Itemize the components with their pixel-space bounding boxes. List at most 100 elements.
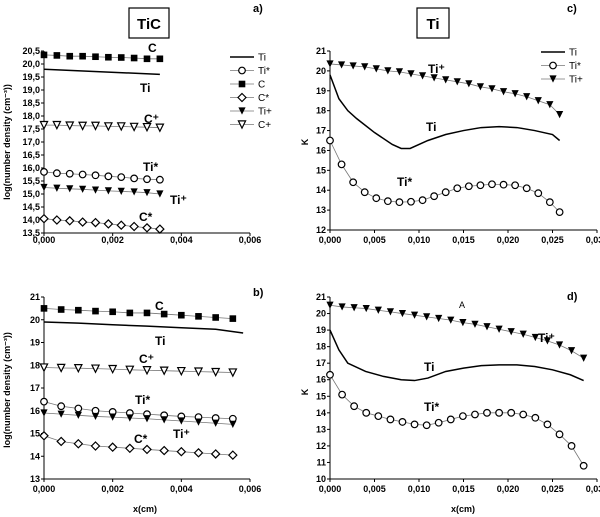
- data-point-tistar-c: [511, 181, 520, 190]
- legend-marker-c-a: [238, 80, 246, 88]
- data-point-c-b: [212, 314, 219, 321]
- series-fit-tiplus-c: [329, 63, 560, 115]
- ti-header-box: [416, 7, 450, 39]
- y-tick-label-a: 16,5: [22, 150, 40, 160]
- y-tick-label-d: 12: [316, 441, 326, 451]
- annotation-a-cplus: C⁺: [144, 112, 159, 126]
- data-point-tiplus-d: [531, 333, 539, 342]
- data-point-tiplus-d: [326, 301, 334, 309]
- y-tick-label-d: 20: [316, 309, 326, 319]
- data-point-tiplus-b: [109, 413, 117, 421]
- data-point-cplus-a: [129, 122, 139, 132]
- annotation-d-a: A: [459, 300, 465, 310]
- data-point-cplus-a: [103, 122, 113, 132]
- data-point-tiplus-a: [91, 186, 100, 194]
- annotation-b-cstar: C*: [134, 432, 148, 446]
- legend-marker-tistar-c: [549, 61, 557, 70]
- y-tick-label-a: 17,5: [22, 124, 40, 134]
- data-point-tistar-d: [495, 408, 504, 417]
- data-point-tiplus-d: [483, 323, 491, 331]
- legend-label-ti-c: Ti: [569, 48, 577, 59]
- y-tick-label-b: 18: [30, 360, 40, 370]
- y-axis-label-b: log(number density (cm⁻³)): [2, 332, 12, 448]
- annotation-a-tiplus: Ti⁺: [170, 193, 187, 207]
- y-tick-label-a: 15,0: [22, 189, 40, 199]
- data-point-tistar-a: [143, 175, 151, 184]
- data-point-cstar-b: [56, 436, 67, 447]
- annotation-b-cplus: C⁺: [139, 352, 154, 366]
- data-point-tistar-c: [488, 180, 496, 189]
- data-point-cplus-a: [52, 120, 62, 131]
- data-point-tiplus-d: [362, 304, 370, 313]
- legend-label-tistar-c: Ti*: [569, 61, 581, 72]
- legend-label-tiplus-c: Ti+: [569, 75, 583, 86]
- data-point-c-b: [40, 305, 48, 312]
- data-point-cstar-a: [155, 224, 165, 234]
- data-point-tistar-d: [458, 412, 467, 421]
- annotation-d-ti: Ti: [424, 360, 434, 374]
- data-point-cstar-b: [193, 447, 204, 458]
- data-point-tistar-d: [483, 408, 491, 417]
- data-point-c-b: [75, 306, 82, 314]
- chart-panel-a: 13,5 14,0 14,5 15,0 15,5 16,0 16,5 17,0 17,5 18,0…: [22, 46, 271, 245]
- x-axis-label-b: x(cm): [133, 504, 157, 514]
- series-line-ti-a: [43, 68, 160, 76]
- data-point-cplus-b: [56, 363, 66, 373]
- data-point-tiplus-a: [53, 184, 61, 192]
- y-tick-label-b: 20: [30, 315, 40, 325]
- data-point-cstar-b: [227, 450, 238, 460]
- data-point-tistar-c: [464, 182, 473, 191]
- data-point-c-b: [126, 309, 134, 317]
- y-tick-label-a: 17,0: [22, 137, 40, 147]
- series-line-ti-c: [329, 74, 561, 150]
- data-point-tiplus-d: [495, 325, 503, 333]
- x-tick-label-b: 0,006: [239, 484, 262, 494]
- data-point-cstar-a: [39, 213, 49, 224]
- chart-panel-b: 13 14 15 16 17 18 19 20 21 0,000 0,002 0,004 0,006: [30, 292, 261, 494]
- data-point-tistar-c: [534, 189, 543, 198]
- series-fit-tiplus-d: [329, 304, 584, 359]
- data-point-tistar-c: [349, 178, 358, 187]
- annotation-b-ti: Ti: [155, 334, 165, 348]
- annotation-b-tistar: Ti*: [135, 393, 150, 407]
- data-point-cstar-a: [77, 217, 88, 227]
- data-point-tistar-c: [522, 184, 531, 193]
- data-point-tiplus-c: [326, 60, 334, 68]
- x-tick-label-a: 0,004: [170, 235, 193, 245]
- data-point-cstar-a: [52, 215, 62, 225]
- data-point-tiplus-d: [543, 337, 552, 345]
- data-point-tistar-d: [543, 420, 552, 429]
- y-tick-label-c: 14: [316, 185, 326, 195]
- data-point-tiplus-c: [430, 74, 438, 82]
- data-point-tistar-d: [362, 408, 371, 417]
- series-fit-cstar-a: [43, 218, 160, 230]
- series-fit-cplus-b: [43, 367, 233, 373]
- data-point-tiplus-a: [66, 185, 74, 193]
- data-point-tiplus-d: [423, 313, 431, 321]
- data-point-tiplus-b: [91, 412, 100, 421]
- data-point-tiplus-b: [126, 414, 134, 422]
- data-point-c-b: [143, 309, 151, 317]
- data-point-cplus-b: [125, 365, 135, 375]
- data-point-tiplus-a: [130, 188, 138, 196]
- data-point-tiplus-d: [447, 316, 455, 324]
- data-point-c-b: [195, 313, 202, 320]
- y-tick-label-a: 15,5: [22, 176, 40, 186]
- annotation-a-cstar: C*: [139, 210, 153, 224]
- y-axis-label-c: K: [300, 138, 310, 145]
- data-point-tiplus-c: [372, 65, 380, 73]
- x-tick-label-a: 0,000: [33, 235, 56, 245]
- data-point-c-b: [178, 311, 185, 319]
- y-tick-label-c: 21: [316, 46, 326, 56]
- x-tick-label-b: 0,002: [101, 484, 124, 494]
- data-point-tistar-d: [398, 418, 407, 426]
- data-point-tistar-a: [65, 169, 74, 178]
- x-tick-label-d: 0,015: [452, 484, 475, 494]
- data-point-tistar-c: [418, 196, 427, 205]
- data-point-tistar-a: [155, 175, 164, 184]
- x-tick-label-a: 0,006: [239, 235, 262, 245]
- panel-label-d: d): [567, 291, 578, 303]
- data-point-tistar-d: [350, 402, 359, 411]
- data-point-cstar-a: [103, 219, 114, 229]
